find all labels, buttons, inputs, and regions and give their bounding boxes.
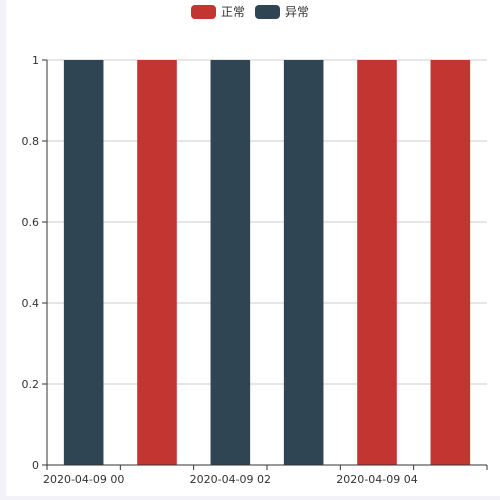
left-border-strip xyxy=(0,0,6,500)
bar-abnormal-3 xyxy=(283,60,324,465)
legend-item-abnormal[interactable]: 异常 xyxy=(255,3,309,20)
legend-label-abnormal: 异常 xyxy=(285,5,310,19)
x-tick-label-2: 2020-04-09 02 xyxy=(190,473,271,486)
y-tick-label-2: 0.4 xyxy=(22,297,40,310)
bar-abnormal-2 xyxy=(210,60,251,465)
y-tick-label-4: 0.8 xyxy=(22,135,40,148)
x-tick-label-4: 2020-04-09 04 xyxy=(336,473,417,486)
bar-normal-4 xyxy=(357,60,397,465)
y-tick-label-3: 0.6 xyxy=(22,216,40,229)
legend: 正常 异常 xyxy=(0,3,500,20)
legend-swatch-normal xyxy=(190,4,216,19)
y-tick-label-1: 0.2 xyxy=(22,378,40,391)
bottom-border-strip xyxy=(0,496,500,500)
legend-label-normal: 正常 xyxy=(220,5,245,19)
bar-normal-5 xyxy=(430,60,471,465)
y-tick-label-5: 1 xyxy=(32,54,39,67)
x-tick-label-0: 2020-04-09 00 xyxy=(43,473,124,486)
bar-normal-1 xyxy=(137,60,177,465)
y-tick-label-0: 0 xyxy=(32,459,39,472)
legend-swatch-abnormal xyxy=(255,4,280,19)
bar-abnormal-0 xyxy=(63,60,104,465)
legend-item-normal[interactable]: 正常 xyxy=(190,3,245,20)
